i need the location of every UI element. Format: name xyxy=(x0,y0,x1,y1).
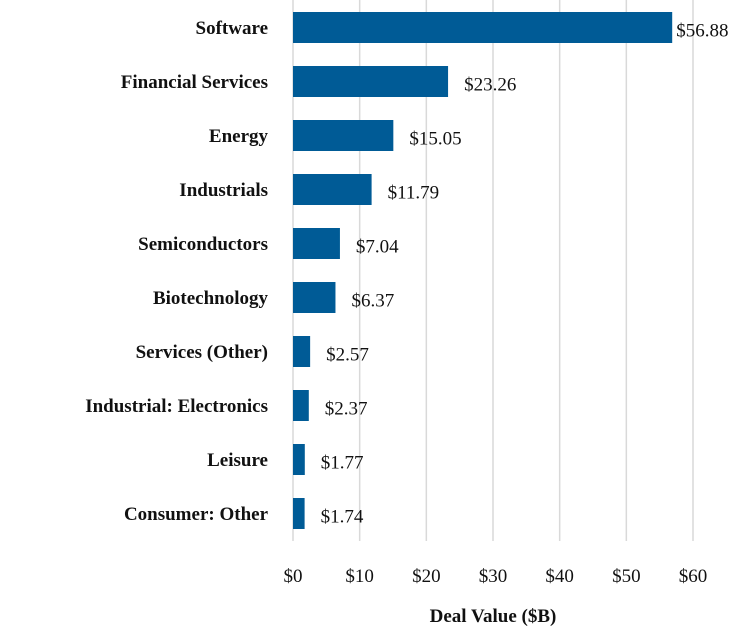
data-label: $56.88 xyxy=(676,21,728,42)
bar xyxy=(293,120,394,151)
bars xyxy=(293,12,673,529)
bar xyxy=(293,498,305,529)
category-label: Industrials xyxy=(179,180,268,201)
category-labels: Software Financial Services Energy Industri… xyxy=(85,18,268,525)
bar xyxy=(293,444,305,475)
data-label: $2.37 xyxy=(325,399,368,420)
x-tick-label: $50 xyxy=(612,566,641,587)
x-tick-labels: $0 $10 $20 $30 $40 $50 $60 xyxy=(284,566,708,587)
bar xyxy=(293,336,311,367)
bar xyxy=(293,228,340,259)
x-tick-label: $40 xyxy=(545,566,574,587)
category-label: Energy xyxy=(209,126,269,147)
x-axis-title: Deal Value ($B) xyxy=(430,606,557,627)
bar xyxy=(293,12,673,43)
x-tick-label: $0 xyxy=(284,566,303,587)
data-label: $11.79 xyxy=(388,183,440,204)
category-label: Software xyxy=(196,18,268,39)
x-tick-label: $10 xyxy=(345,566,374,587)
bar xyxy=(293,282,336,313)
data-label: $1.77 xyxy=(321,453,364,474)
category-label: Leisure xyxy=(207,450,268,471)
category-label: Financial Services xyxy=(121,72,268,93)
x-tick-label: $60 xyxy=(679,566,708,587)
data-label: $6.37 xyxy=(351,291,394,312)
data-label: $15.05 xyxy=(409,129,461,150)
x-tick-label: $30 xyxy=(479,566,508,587)
data-label: $1.74 xyxy=(321,507,364,528)
data-label: $23.26 xyxy=(464,75,516,96)
category-label: Services (Other) xyxy=(136,342,268,363)
data-labels: $56.88 $23.26 $15.05 $11.79 $7.04 $6.37 $2.57 $… xyxy=(321,21,729,528)
bar xyxy=(293,174,372,205)
category-label: Industrial: Electronics xyxy=(85,396,268,417)
x-tick-label: $20 xyxy=(412,566,441,587)
data-label: $7.04 xyxy=(356,237,399,258)
category-label: Semiconductors xyxy=(138,234,268,255)
bar xyxy=(293,390,309,421)
data-label: $2.57 xyxy=(326,345,369,366)
category-label: Biotechnology xyxy=(153,288,269,309)
category-label: Consumer: Other xyxy=(124,504,269,525)
bar xyxy=(293,66,449,97)
